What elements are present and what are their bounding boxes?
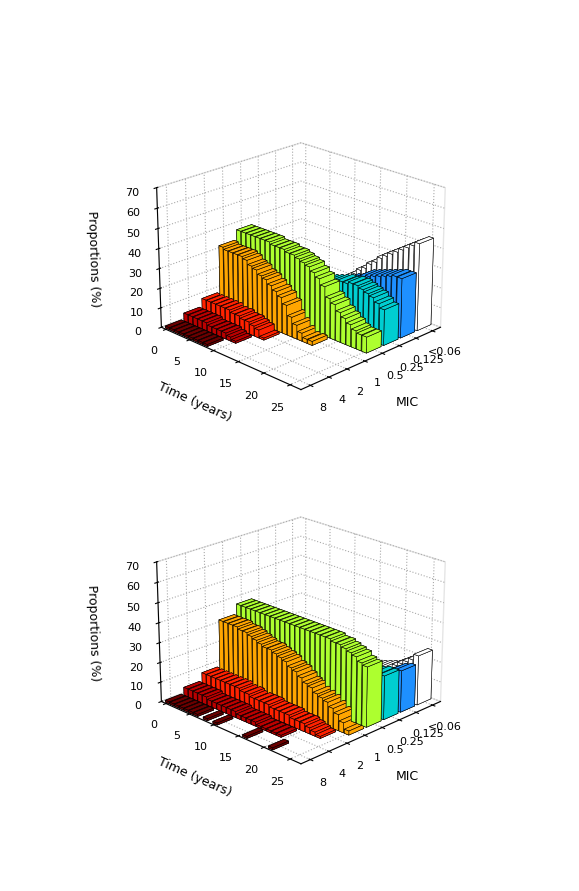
Y-axis label: Time (years): Time (years) [156, 380, 234, 424]
X-axis label: MIC: MIC [395, 770, 419, 783]
X-axis label: MIC: MIC [395, 396, 419, 409]
Y-axis label: Time (years): Time (years) [156, 755, 234, 798]
